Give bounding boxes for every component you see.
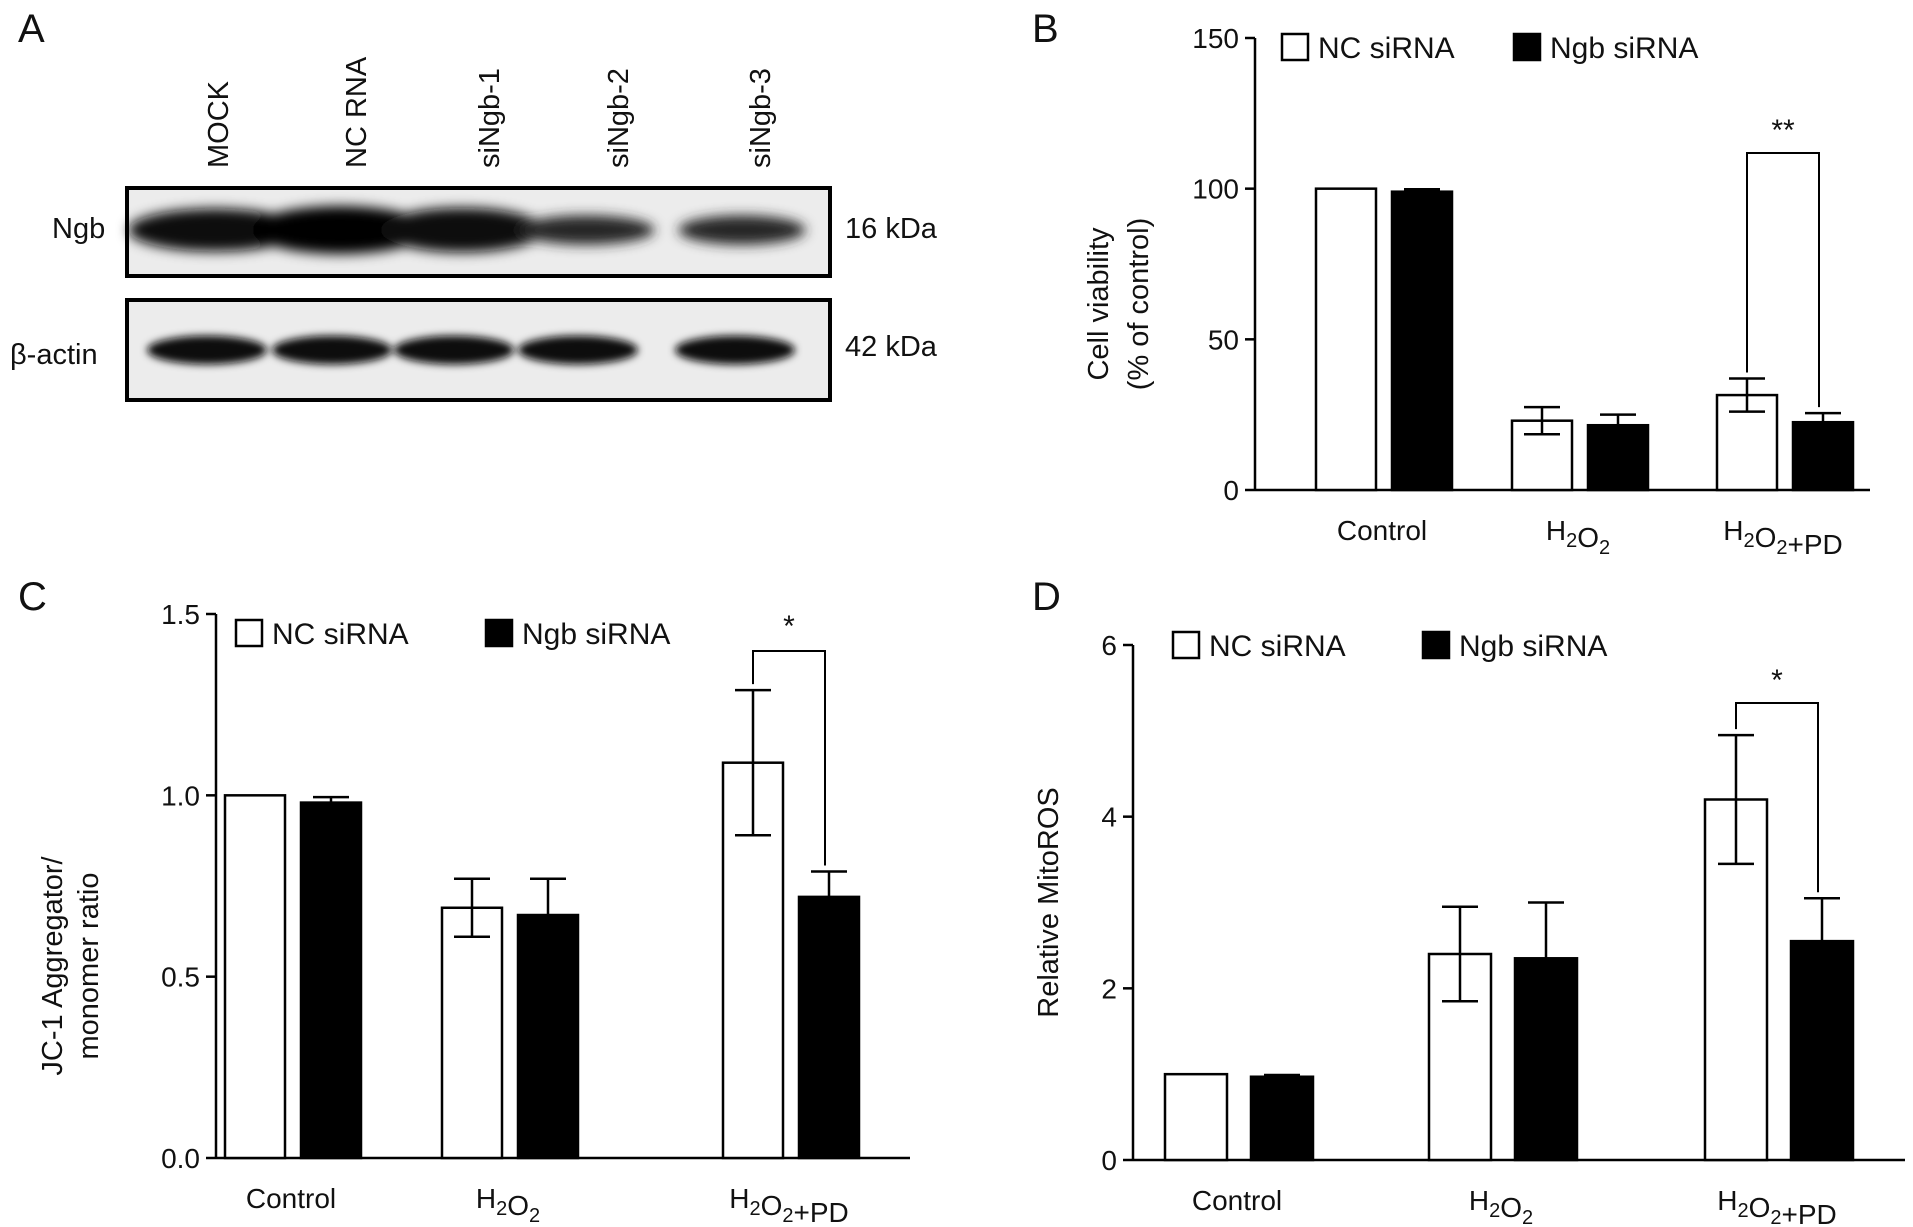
actin-band: [675, 335, 795, 365]
actin-band: [272, 335, 392, 365]
chart-c-y-label-line-0: JC-1 Aggregator/: [37, 855, 69, 1075]
chart-d-mitoros: D 0 2 4 6 Relative MitoROS Control H2O2 H2O2+PD *…: [1032, 575, 1905, 1227]
chart-c-significance-label: *: [783, 610, 795, 643]
chart-b-y-tick-label: 50: [1208, 324, 1239, 355]
lane-label-mock: MOCK: [203, 80, 235, 168]
chart-d-legend-swatch-0: [1171, 630, 1201, 660]
chart-c-legend-label-1: Ngb siRNA: [522, 618, 670, 651]
chart-c-legend-swatch-1: [484, 618, 514, 648]
lane-label-nc-rna: NC RNA: [341, 56, 373, 168]
actin-band: [394, 335, 514, 365]
ngb-blot-label: Ngb: [52, 213, 105, 245]
chart-d-y-label-line-0: Relative MitoROS: [1033, 787, 1065, 1017]
chart-d-y-tick-label: 2: [1101, 973, 1117, 1004]
chart-c-jc1-ratio: C 0.0 0.5 1.0 1.5 JC-1 Aggregator/monomer rat…: [18, 575, 910, 1227]
ngb-band: [517, 215, 655, 245]
chart-d-bar-ngb-sirna-2: [1789, 939, 1855, 1162]
chart-c-y-tick-label: 0.5: [161, 962, 200, 993]
lane-label-singb-1: siNgb-1: [474, 68, 506, 168]
chart-c-x-tick-label-0: Control: [246, 1183, 336, 1214]
chart-b-bar-nc-sirna-0: [1314, 187, 1378, 492]
chart-c-y-label-line-1: monomer ratio: [73, 873, 105, 1060]
chart-b-letter: B: [1032, 7, 1059, 51]
chart-c-bar-nc-sirna-0: [223, 794, 287, 1160]
chart-c-y-tick-label: 0.0: [161, 1143, 200, 1174]
chart-b-y-label-line-0: Cell viability: [1083, 227, 1115, 381]
chart-b-y-tick-label: 100: [1192, 174, 1239, 205]
chart-d-y-tick-label: 6: [1101, 630, 1117, 661]
chart-c-y-tick-label: 1.0: [161, 780, 200, 811]
chart-d-legend-swatch-1: [1421, 630, 1451, 660]
chart-d-bar-ngb-sirna-1: [1513, 957, 1579, 1162]
chart-b-cell-viability: B 0 50 100 150 Cell viability (% of control) Co…: [1032, 7, 1870, 560]
chart-b-x-tick-label-1: H2O2: [1546, 515, 1610, 559]
chart-b-legend-swatch-1: [1512, 32, 1542, 62]
chart-b-significance-label: **: [1771, 114, 1795, 147]
chart-c-bar-ngb-sirna-0: [299, 801, 363, 1160]
ngb-band: [128, 208, 302, 252]
chart-d-significance-bracket: [1735, 702, 1819, 893]
chart-b-bar-ngb-sirna-1: [1586, 423, 1650, 492]
panel-a-letter: A: [18, 7, 45, 51]
chart-c-bar-nc-sirna-1: [440, 906, 504, 1160]
chart-b-y-label-line-1: (% of control): [1123, 218, 1155, 390]
chart-b-legend-label-1: Ngb siRNA: [1550, 32, 1698, 65]
chart-d-legend-label-0: NC siRNA: [1209, 630, 1346, 663]
lane-label-singb-2: siNgb-2: [603, 68, 635, 168]
ngb-blot-size: 16 kDa: [845, 213, 938, 245]
chart-c-x-tick-label-2: H2O2+PD: [729, 1183, 849, 1227]
actin-band: [147, 335, 267, 365]
chart-b-bar-ngb-sirna-0: [1390, 190, 1454, 492]
chart-d-significance-label: *: [1771, 664, 1783, 697]
chart-c-x-tick-label-1: H2O2: [476, 1183, 540, 1227]
chart-d-x-tick-label-2: H2O2+PD: [1717, 1185, 1837, 1227]
chart-c-y-tick-label: 1.5: [161, 599, 200, 630]
chart-d-y-tick-label: 4: [1101, 802, 1117, 833]
chart-c-bar-ngb-sirna-2: [797, 895, 861, 1160]
ngb-band: [379, 207, 545, 253]
actin-band: [518, 335, 638, 365]
ngb-bands: [128, 206, 806, 254]
chart-b-y-tick-label: 150: [1192, 23, 1239, 54]
actin-blot-label: β-actin: [10, 339, 98, 371]
chart-b-x-tick-label-2: H2O2+PD: [1723, 515, 1843, 560]
actin-blot-size: 42 kDa: [845, 331, 938, 363]
chart-d-x-tick-label-1: H2O2: [1469, 1185, 1533, 1227]
chart-c-legend-label-0: NC siRNA: [272, 618, 409, 651]
ngb-band: [678, 215, 806, 245]
chart-d-y-tick-label: 0: [1101, 1145, 1117, 1176]
chart-c-legend-swatch-0: [234, 618, 264, 648]
chart-d-bar-nc-sirna-0: [1163, 1072, 1229, 1162]
chart-c-bar-nc-sirna-2: [721, 761, 785, 1160]
chart-b-bar-ngb-sirna-2: [1791, 420, 1855, 492]
chart-d-bar-nc-sirna-2: [1703, 798, 1769, 1162]
chart-b-x-tick-label-0: Control: [1337, 515, 1427, 546]
chart-c-letter: C: [18, 575, 47, 619]
ngb-band: [252, 206, 428, 254]
chart-b-significance-bracket: [1746, 152, 1820, 408]
panel-a-western-blot: A MOCK NC RNA siNgb-1 siNgb-2 siNgb-3 Ng…: [10, 7, 938, 402]
chart-b-legend-label-0: NC siRNA: [1318, 32, 1455, 65]
chart-d-legend-label-1: Ngb siRNA: [1459, 630, 1607, 663]
chart-d-bar-ngb-sirna-0: [1249, 1075, 1315, 1162]
chart-c-significance-bracket: [752, 650, 826, 866]
chart-b-y-tick-label: 0: [1223, 475, 1239, 506]
lane-label-singb-3: siNgb-3: [745, 68, 777, 168]
chart-d-x-tick-label-0: Control: [1192, 1185, 1282, 1216]
actin-bands: [147, 335, 795, 365]
chart-b-legend-swatch-0: [1280, 32, 1310, 62]
chart-c-bar-ngb-sirna-1: [516, 913, 580, 1160]
chart-d-letter: D: [1032, 575, 1061, 619]
